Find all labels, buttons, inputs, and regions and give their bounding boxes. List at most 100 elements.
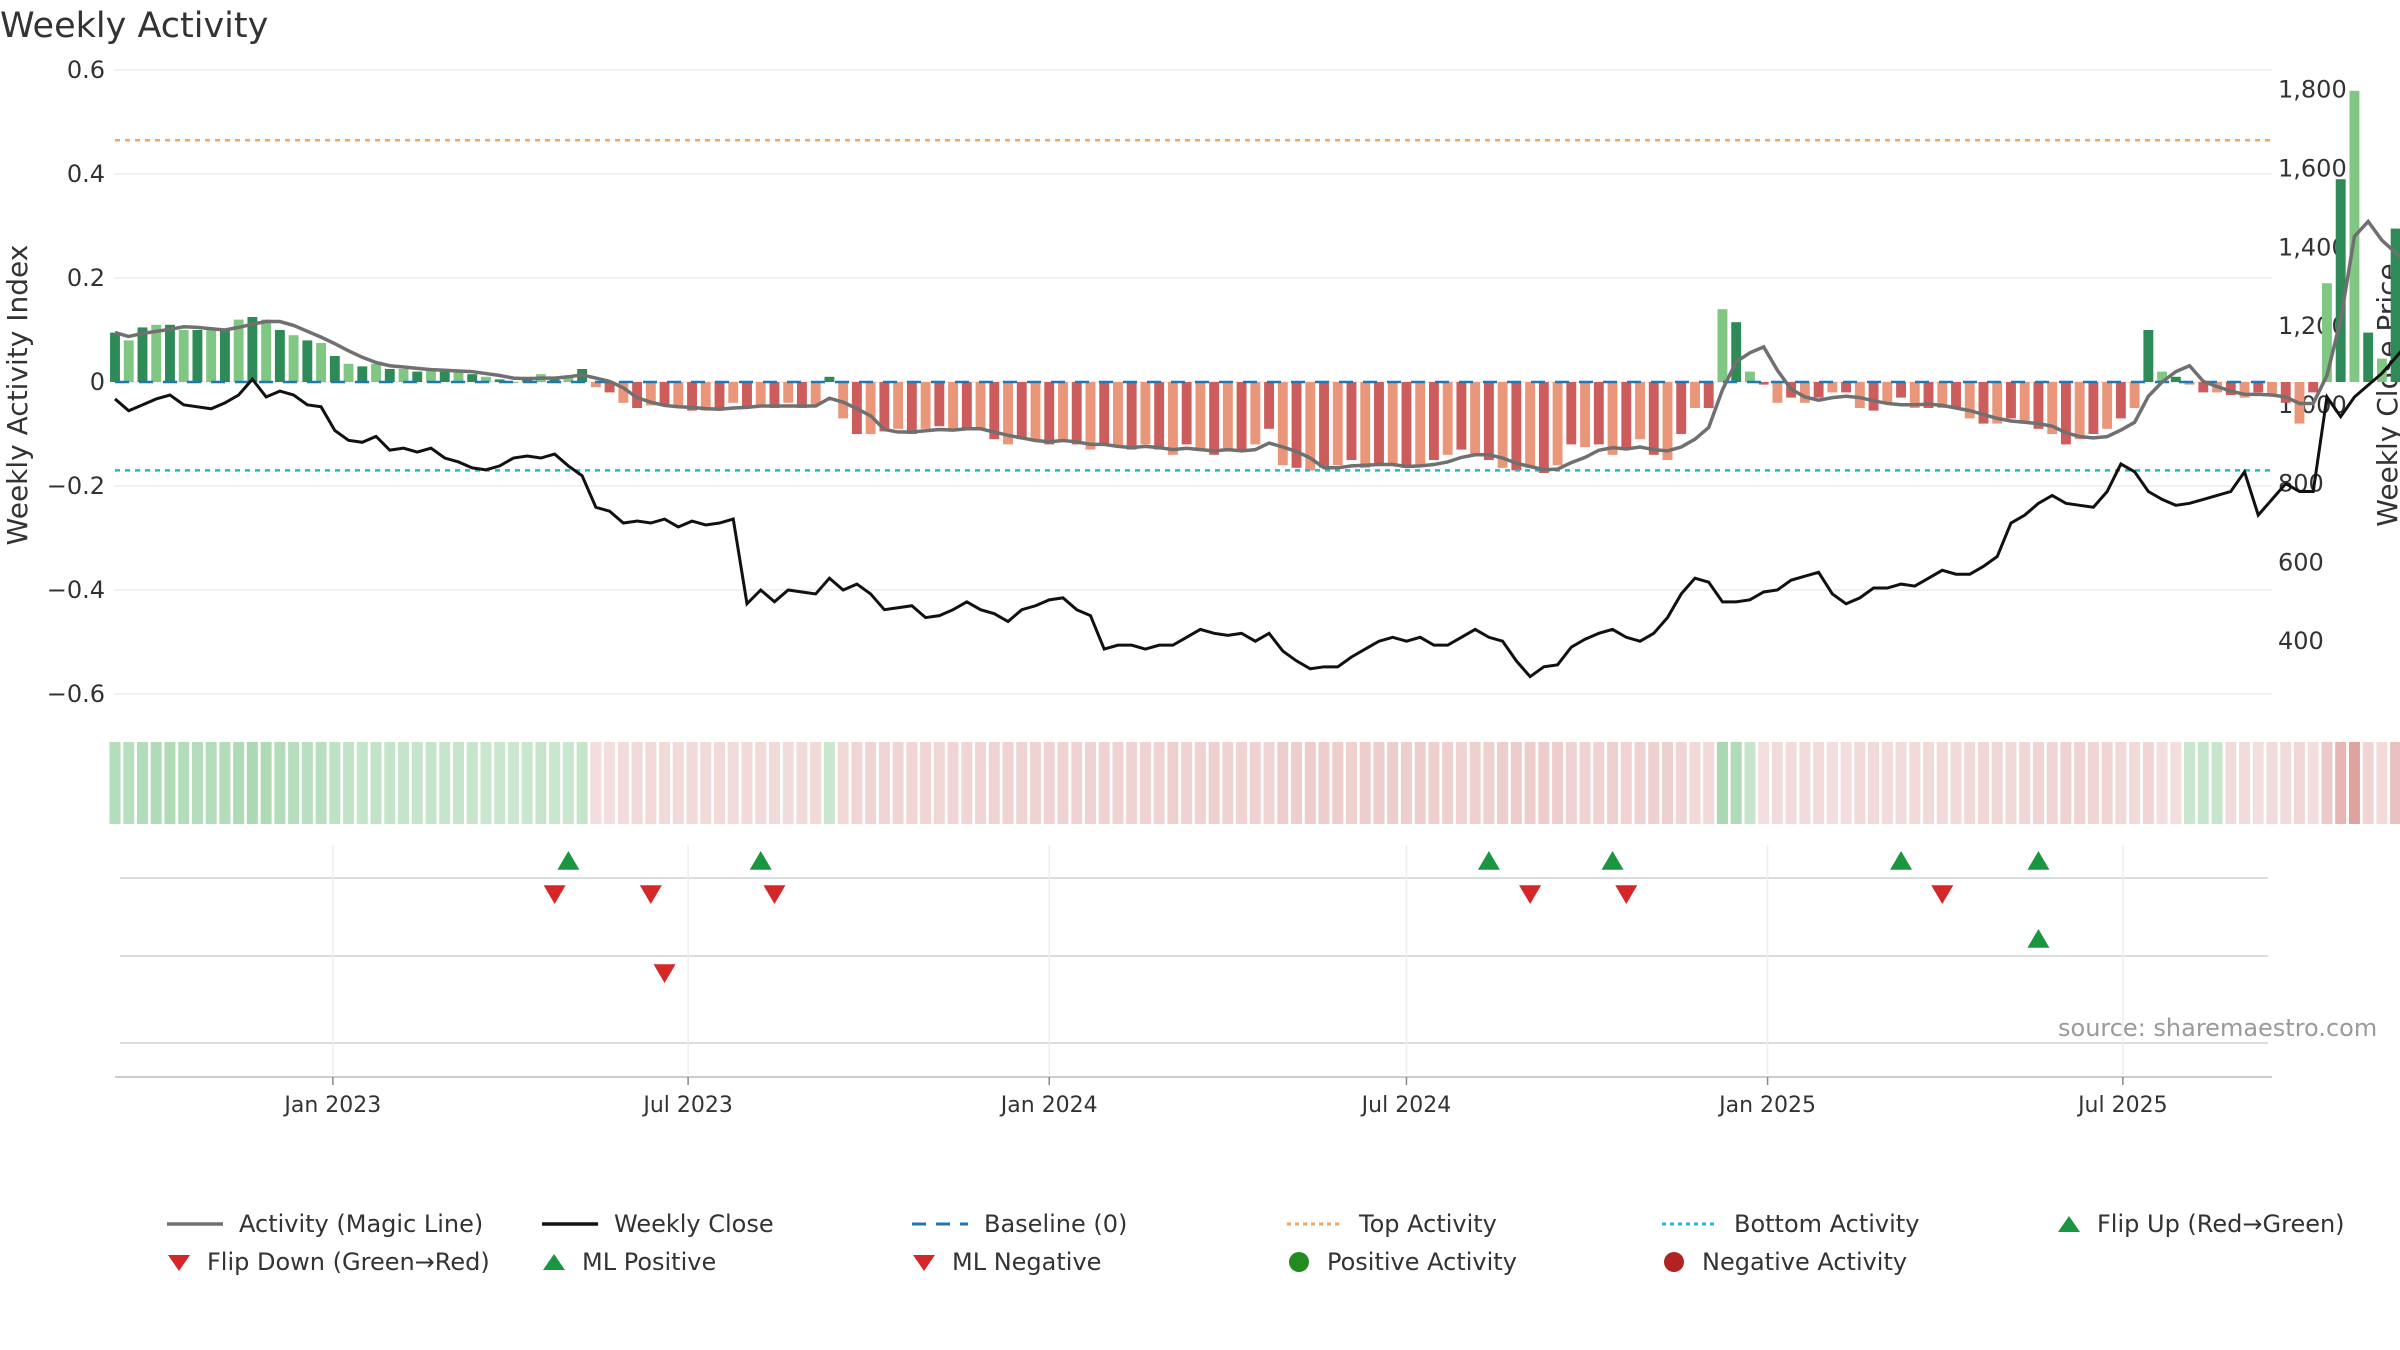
heat-strip-cell: [288, 742, 300, 824]
activity-bar: [1951, 382, 1961, 408]
activity-bar: [316, 343, 327, 382]
activity-bar: [700, 382, 711, 411]
heat-strip-cell: [1400, 742, 1412, 824]
activity-bar: [1085, 382, 1096, 450]
heat-strip-cell: [2115, 742, 2127, 824]
activity-bar: [1937, 382, 1948, 408]
source-note: source: sharemaestro.com: [2058, 1014, 2378, 1042]
heat-strip-cell: [2293, 742, 2305, 824]
heat-strip-cell: [1414, 742, 1426, 824]
activity-bar: [357, 366, 368, 382]
heat-strip-cell: [2390, 742, 2400, 824]
activity-bar: [1470, 382, 1481, 455]
heat-strip-cell: [1854, 742, 1866, 824]
heat-strip-cell: [178, 742, 190, 824]
activity-bar: [1868, 382, 1879, 411]
heat-strip-cell: [356, 742, 368, 824]
heat-strip-cell: [494, 742, 506, 824]
heat-strip-cell: [219, 742, 231, 824]
activity-bar: [481, 376, 491, 382]
activity-bar: [1250, 382, 1261, 445]
legend-label: Baseline (0): [984, 1210, 1128, 1238]
heat-strip-cell: [2348, 742, 2360, 824]
heat-strip-cell: [549, 742, 561, 824]
activity-bar: [879, 382, 890, 432]
heat-strip-cell: [1895, 742, 1907, 824]
flip-down-marker: [1519, 885, 1542, 904]
heat-strip-cell: [1552, 742, 1564, 824]
activity-bar: [893, 382, 904, 429]
heat-strip-cell: [659, 742, 671, 824]
heat-strip-cell: [2335, 742, 2347, 824]
x-tick-label: Jan 2025: [1717, 1093, 1816, 1118]
activity-bar: [2280, 382, 2291, 403]
heat-strip-cell: [1730, 742, 1742, 824]
activity-bar: [1978, 382, 1989, 424]
heat-strip-cell: [507, 742, 519, 824]
x-tick-label: Jul 2024: [1360, 1093, 1452, 1118]
activity-bar: [1003, 382, 1013, 445]
heat-strip-cell: [1950, 742, 1962, 824]
heat-strip-cell: [1648, 742, 1660, 824]
activity-bar: [1305, 382, 1316, 471]
heat-strip-cell: [782, 742, 794, 824]
activity-bar: [1744, 371, 1755, 382]
chart-title: Weekly Activity: [0, 6, 269, 46]
legend-item: Positive Activity: [1285, 1248, 1517, 1276]
activity-bar: [1758, 382, 1769, 385]
activity-bar: [1552, 382, 1563, 466]
activity-bar: [206, 330, 217, 382]
activity-bar: [1964, 382, 1975, 419]
activity-bar: [1593, 382, 1604, 445]
heat-strip-cell: [1593, 742, 1605, 824]
flip-down-marker: [763, 885, 786, 904]
heat-strip-cell: [411, 742, 423, 824]
activity-bar: [783, 382, 794, 403]
activity-bar: [920, 382, 931, 429]
activity-bar: [563, 376, 574, 382]
activity-bar: [302, 340, 313, 382]
heat-strip-cell: [1194, 742, 1206, 824]
activity-bar: [1346, 382, 1357, 460]
heat-strip-cell: [1689, 742, 1701, 824]
heat-strip-cell: [1799, 742, 1811, 824]
flip-down-marker: [1931, 885, 1954, 904]
activity-bar: [439, 371, 450, 382]
flip-down-marker: [1615, 885, 1638, 904]
activity-bar: [1209, 382, 1220, 455]
y-tick-right: 1,600: [2278, 154, 2347, 182]
heat-strip-cell: [2362, 742, 2374, 824]
activity-bar: [1896, 382, 1906, 398]
heat-strip-cell: [947, 742, 959, 824]
activity-bar: [329, 356, 340, 382]
activity-bar: [2047, 382, 2058, 434]
heat-strip-cell: [755, 742, 767, 824]
heat-strip-cell: [1236, 742, 1248, 824]
activity-bar: [1731, 322, 1742, 382]
heat-strip-cell: [700, 742, 712, 824]
activity-bar: [632, 382, 643, 408]
activity-bar: [1264, 382, 1275, 429]
activity-bar: [412, 371, 423, 382]
heat-strip-cell: [150, 742, 162, 824]
activity-bar: [494, 379, 505, 382]
activity-bar: [508, 382, 519, 383]
activity-bar: [1909, 382, 1920, 408]
activity-bar: [961, 382, 972, 429]
heat-strip-cell: [1332, 742, 1344, 824]
heat-strip-cell: [1826, 742, 1838, 824]
weekly-activity-chart: 0.60.40.20−0.2−0.4−0.61,8001,6001,4001,2…: [1, 56, 2400, 1118]
legend-item: Negative Activity: [1660, 1248, 1907, 1276]
heat-strip-cell: [562, 742, 574, 824]
heat-strip-cell: [1222, 742, 1234, 824]
heat-strip-cell: [1703, 742, 1715, 824]
activity-bar: [1401, 382, 1412, 468]
heat-strip-cell: [1977, 742, 1989, 824]
heat-strip-cell: [1524, 742, 1536, 824]
heat-strip-cell: [741, 742, 753, 824]
heat-strip-cell: [1675, 742, 1687, 824]
heat-strip-cell: [1043, 742, 1055, 824]
heat-strip-cell: [1318, 742, 1330, 824]
legend-item: ML Negative: [910, 1248, 1101, 1276]
heat-strip-cell: [343, 742, 355, 824]
